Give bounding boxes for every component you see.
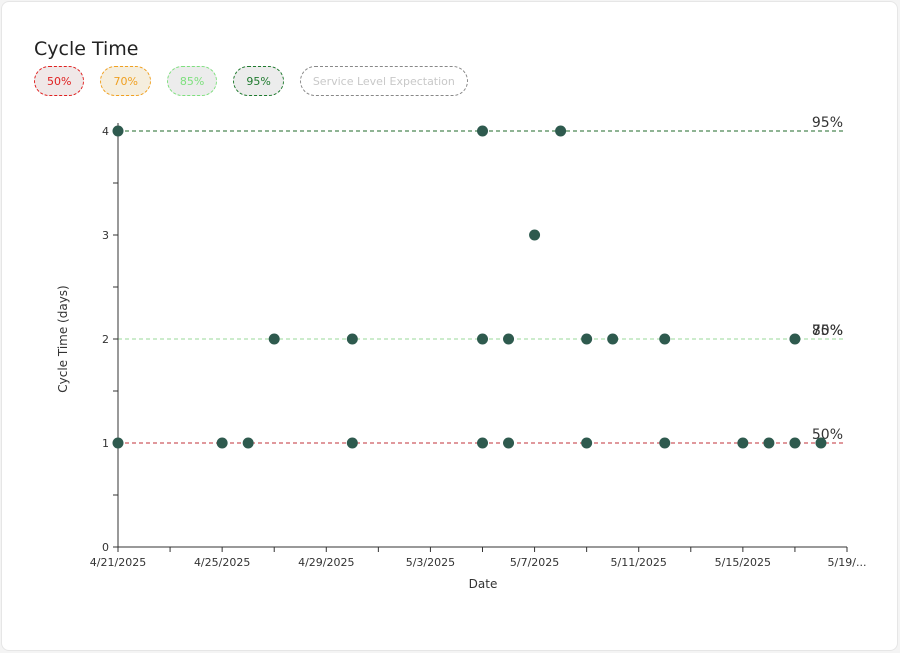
x-tick-label: 4/25/2025 [194,556,250,569]
data-point[interactable] [737,437,749,449]
percentile-label-70: 70% [812,323,843,339]
data-point[interactable] [529,229,541,241]
data-point[interactable] [242,437,254,449]
data-point[interactable] [477,437,488,449]
legend-85-toggle[interactable]: 85% [166,66,218,96]
x-tick-label: 4/29/2025 [298,556,354,569]
data-point[interactable] [659,437,671,449]
data-point[interactable] [346,437,358,449]
x-tick-label: 5/15/2025 [715,556,771,569]
y-tick-label: 3 [102,229,109,242]
x-axis-title: Date [469,577,498,591]
data-point[interactable] [112,125,124,137]
legend-50-toggle[interactable]: 50% [34,66,85,96]
y-tick-label: 4 [102,125,109,138]
data-point[interactable] [346,333,358,345]
data-point[interactable] [581,333,593,345]
x-tick-label: 4/21/2025 [90,556,146,569]
chart-title: Cycle Time [34,38,139,60]
y-tick-label: 2 [102,333,109,346]
data-point[interactable] [659,333,671,345]
y-axis-title: Cycle Time (days) [56,285,70,392]
x-tick-label: 5/19/... [828,556,867,569]
data-point[interactable] [789,437,801,449]
percentile-label-85: 85% [812,323,843,339]
y-tick-label: 0 [102,541,109,554]
legend: 50% 70% 85% 95% Service Level Expectatio… [34,66,468,96]
y-tick-label: 1 [102,437,109,450]
data-point[interactable] [789,333,801,345]
legend-95-toggle[interactable]: 95% [233,66,284,96]
legend-70-toggle[interactable]: 70% [100,66,151,96]
data-point[interactable] [477,333,488,345]
data-point[interactable] [815,437,827,449]
x-tick-label: 5/11/2025 [611,556,667,569]
data-point[interactable] [555,125,567,137]
percentile-label-95: 95% [812,115,843,131]
data-point[interactable] [216,437,228,449]
data-point[interactable] [268,333,280,345]
x-tick-label: 5/3/2025 [406,556,455,569]
data-point[interactable] [477,125,488,137]
legend-sle-toggle[interactable]: Service Level Expectation [299,66,468,96]
data-point[interactable] [112,437,124,449]
data-point[interactable] [607,333,619,345]
data-point[interactable] [581,437,593,449]
data-point[interactable] [763,437,775,449]
x-tick-label: 5/7/2025 [510,556,559,569]
data-point[interactable] [503,437,515,449]
data-point[interactable] [503,333,515,345]
